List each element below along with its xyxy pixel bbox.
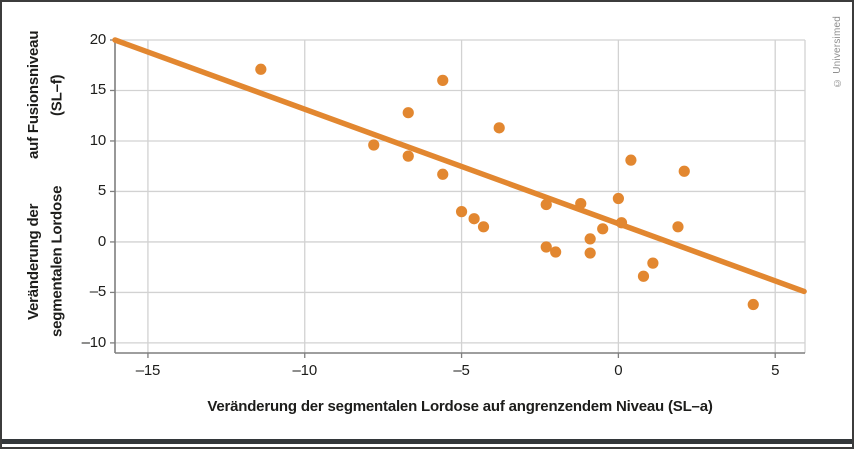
data-point	[402, 150, 414, 162]
data-point	[437, 74, 449, 86]
data-point	[540, 198, 552, 211]
x-tick-label: –15	[135, 362, 161, 379]
data-point	[615, 217, 628, 229]
x-tick-label: 0	[614, 362, 623, 379]
y-tick-label: 15	[89, 81, 106, 99]
trend-line	[112, 37, 807, 295]
y-tick-label: 10	[89, 131, 106, 149]
x-tick-label: 5	[771, 362, 780, 379]
data-point	[584, 247, 596, 259]
y-tick-label: 20	[89, 31, 106, 48]
data-point	[402, 107, 414, 119]
data-point	[493, 122, 505, 134]
data-point	[584, 233, 596, 245]
data-point	[368, 139, 380, 151]
x-axis-title: Veränderung der segmentalen Lordose auf …	[207, 398, 713, 415]
data-point	[437, 168, 449, 180]
y-tick-label: –5	[89, 283, 106, 301]
data-point	[612, 192, 624, 205]
y-tick-label: 0	[97, 232, 106, 250]
data-point	[647, 257, 659, 269]
data-point	[468, 213, 480, 225]
data-point	[672, 221, 684, 233]
y-tick-label: –10	[81, 333, 107, 351]
plot-area	[110, 37, 807, 358]
data-point	[540, 241, 552, 253]
data-point	[747, 298, 759, 311]
data-point	[255, 63, 267, 75]
data-point	[455, 206, 468, 218]
data-point	[637, 270, 650, 282]
x-tick-label: –5	[453, 362, 470, 379]
y-tick-label: 5	[97, 182, 106, 200]
data-point	[575, 197, 587, 210]
data-point	[550, 246, 562, 258]
figure-bottom-rule	[2, 439, 852, 444]
data-point	[625, 154, 637, 166]
x-tick-label: –10	[292, 362, 318, 379]
data-point	[477, 221, 490, 233]
copyright-credit: © Universimed	[832, 16, 843, 88]
data-point	[597, 223, 609, 235]
chart-canvas	[110, 37, 807, 358]
data-point	[678, 165, 690, 177]
